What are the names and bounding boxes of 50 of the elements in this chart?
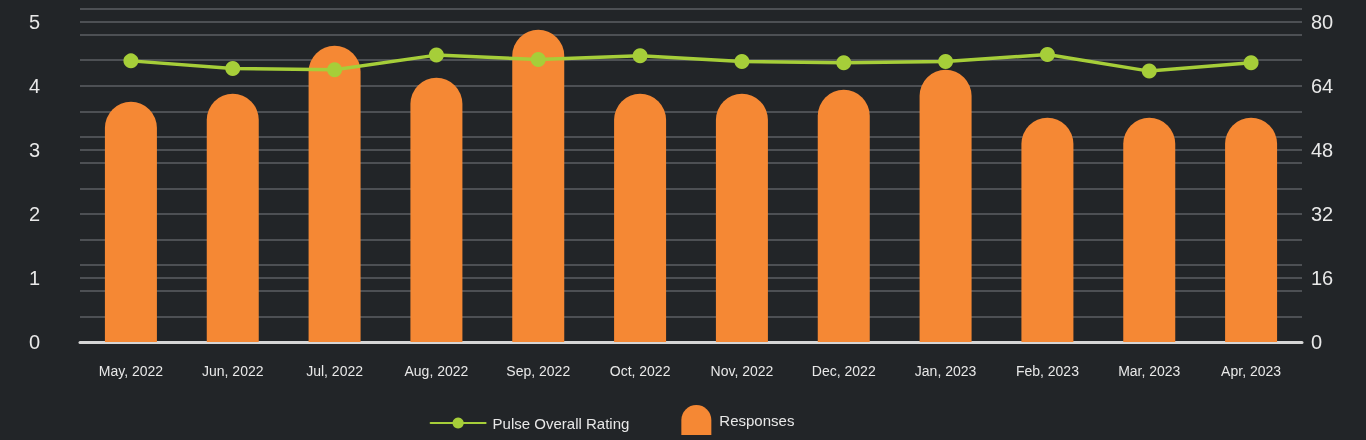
x-tick-label: Aug, 2022 — [404, 363, 469, 379]
y-tick-label: 3 — [28, 138, 40, 161]
bar — [512, 29, 565, 342]
bar — [308, 45, 361, 342]
point — [938, 54, 954, 70]
y2-tick-label: 48 — [1311, 138, 1334, 161]
point — [734, 54, 750, 70]
x-tick-label: Jul, 2022 — [306, 363, 364, 379]
y-tick-label: 1 — [28, 266, 40, 289]
y2-tick-label: 64 — [1311, 74, 1334, 97]
x-tick-label: Nov, 2022 — [710, 363, 774, 379]
point — [225, 61, 241, 77]
bar — [410, 77, 463, 342]
x-tick-label: Jan, 2023 — [914, 363, 977, 379]
bar — [206, 93, 259, 342]
bar — [715, 93, 768, 342]
point — [530, 52, 546, 68]
y-tick-label: 2 — [28, 202, 40, 225]
x-tick-label: Oct, 2022 — [609, 363, 671, 379]
bar — [919, 69, 972, 342]
y-tick-label: 4 — [28, 74, 40, 97]
point — [836, 55, 852, 71]
x-tick-label: Apr, 2023 — [1221, 363, 1282, 379]
x-tick-label: Jun, 2022 — [202, 363, 264, 379]
bar — [1123, 117, 1176, 342]
bar — [1021, 117, 1074, 342]
point — [632, 48, 648, 64]
bar — [817, 89, 870, 342]
y2-tick-label: 80 — [1311, 10, 1334, 33]
point — [1141, 63, 1157, 79]
y2-tick-label: 32 — [1311, 202, 1334, 225]
x-tick-label: Mar, 2023 — [1118, 363, 1181, 379]
point — [1039, 46, 1055, 62]
bar — [104, 101, 157, 342]
y2-tick-label: 16 — [1311, 266, 1334, 289]
y-tick-label: 0 — [28, 331, 40, 353]
bar — [614, 93, 667, 342]
x-tick-label: May, 2022 — [98, 363, 164, 379]
x-tick-label: Dec, 2022 — [811, 363, 876, 379]
y-tick-label: 5 — [28, 10, 40, 33]
x-tick-label: Feb, 2023 — [1015, 363, 1080, 379]
bar — [1225, 117, 1278, 342]
point — [428, 47, 444, 63]
legend-label: Pulse Overall Rating — [492, 414, 630, 432]
x-tick-label: Sep, 2022 — [506, 363, 571, 379]
point — [327, 62, 343, 78]
legend-label: Responses — [719, 411, 795, 429]
point — [123, 53, 139, 69]
y2-tick-label: 0 — [1311, 331, 1323, 353]
point — [1243, 55, 1259, 71]
